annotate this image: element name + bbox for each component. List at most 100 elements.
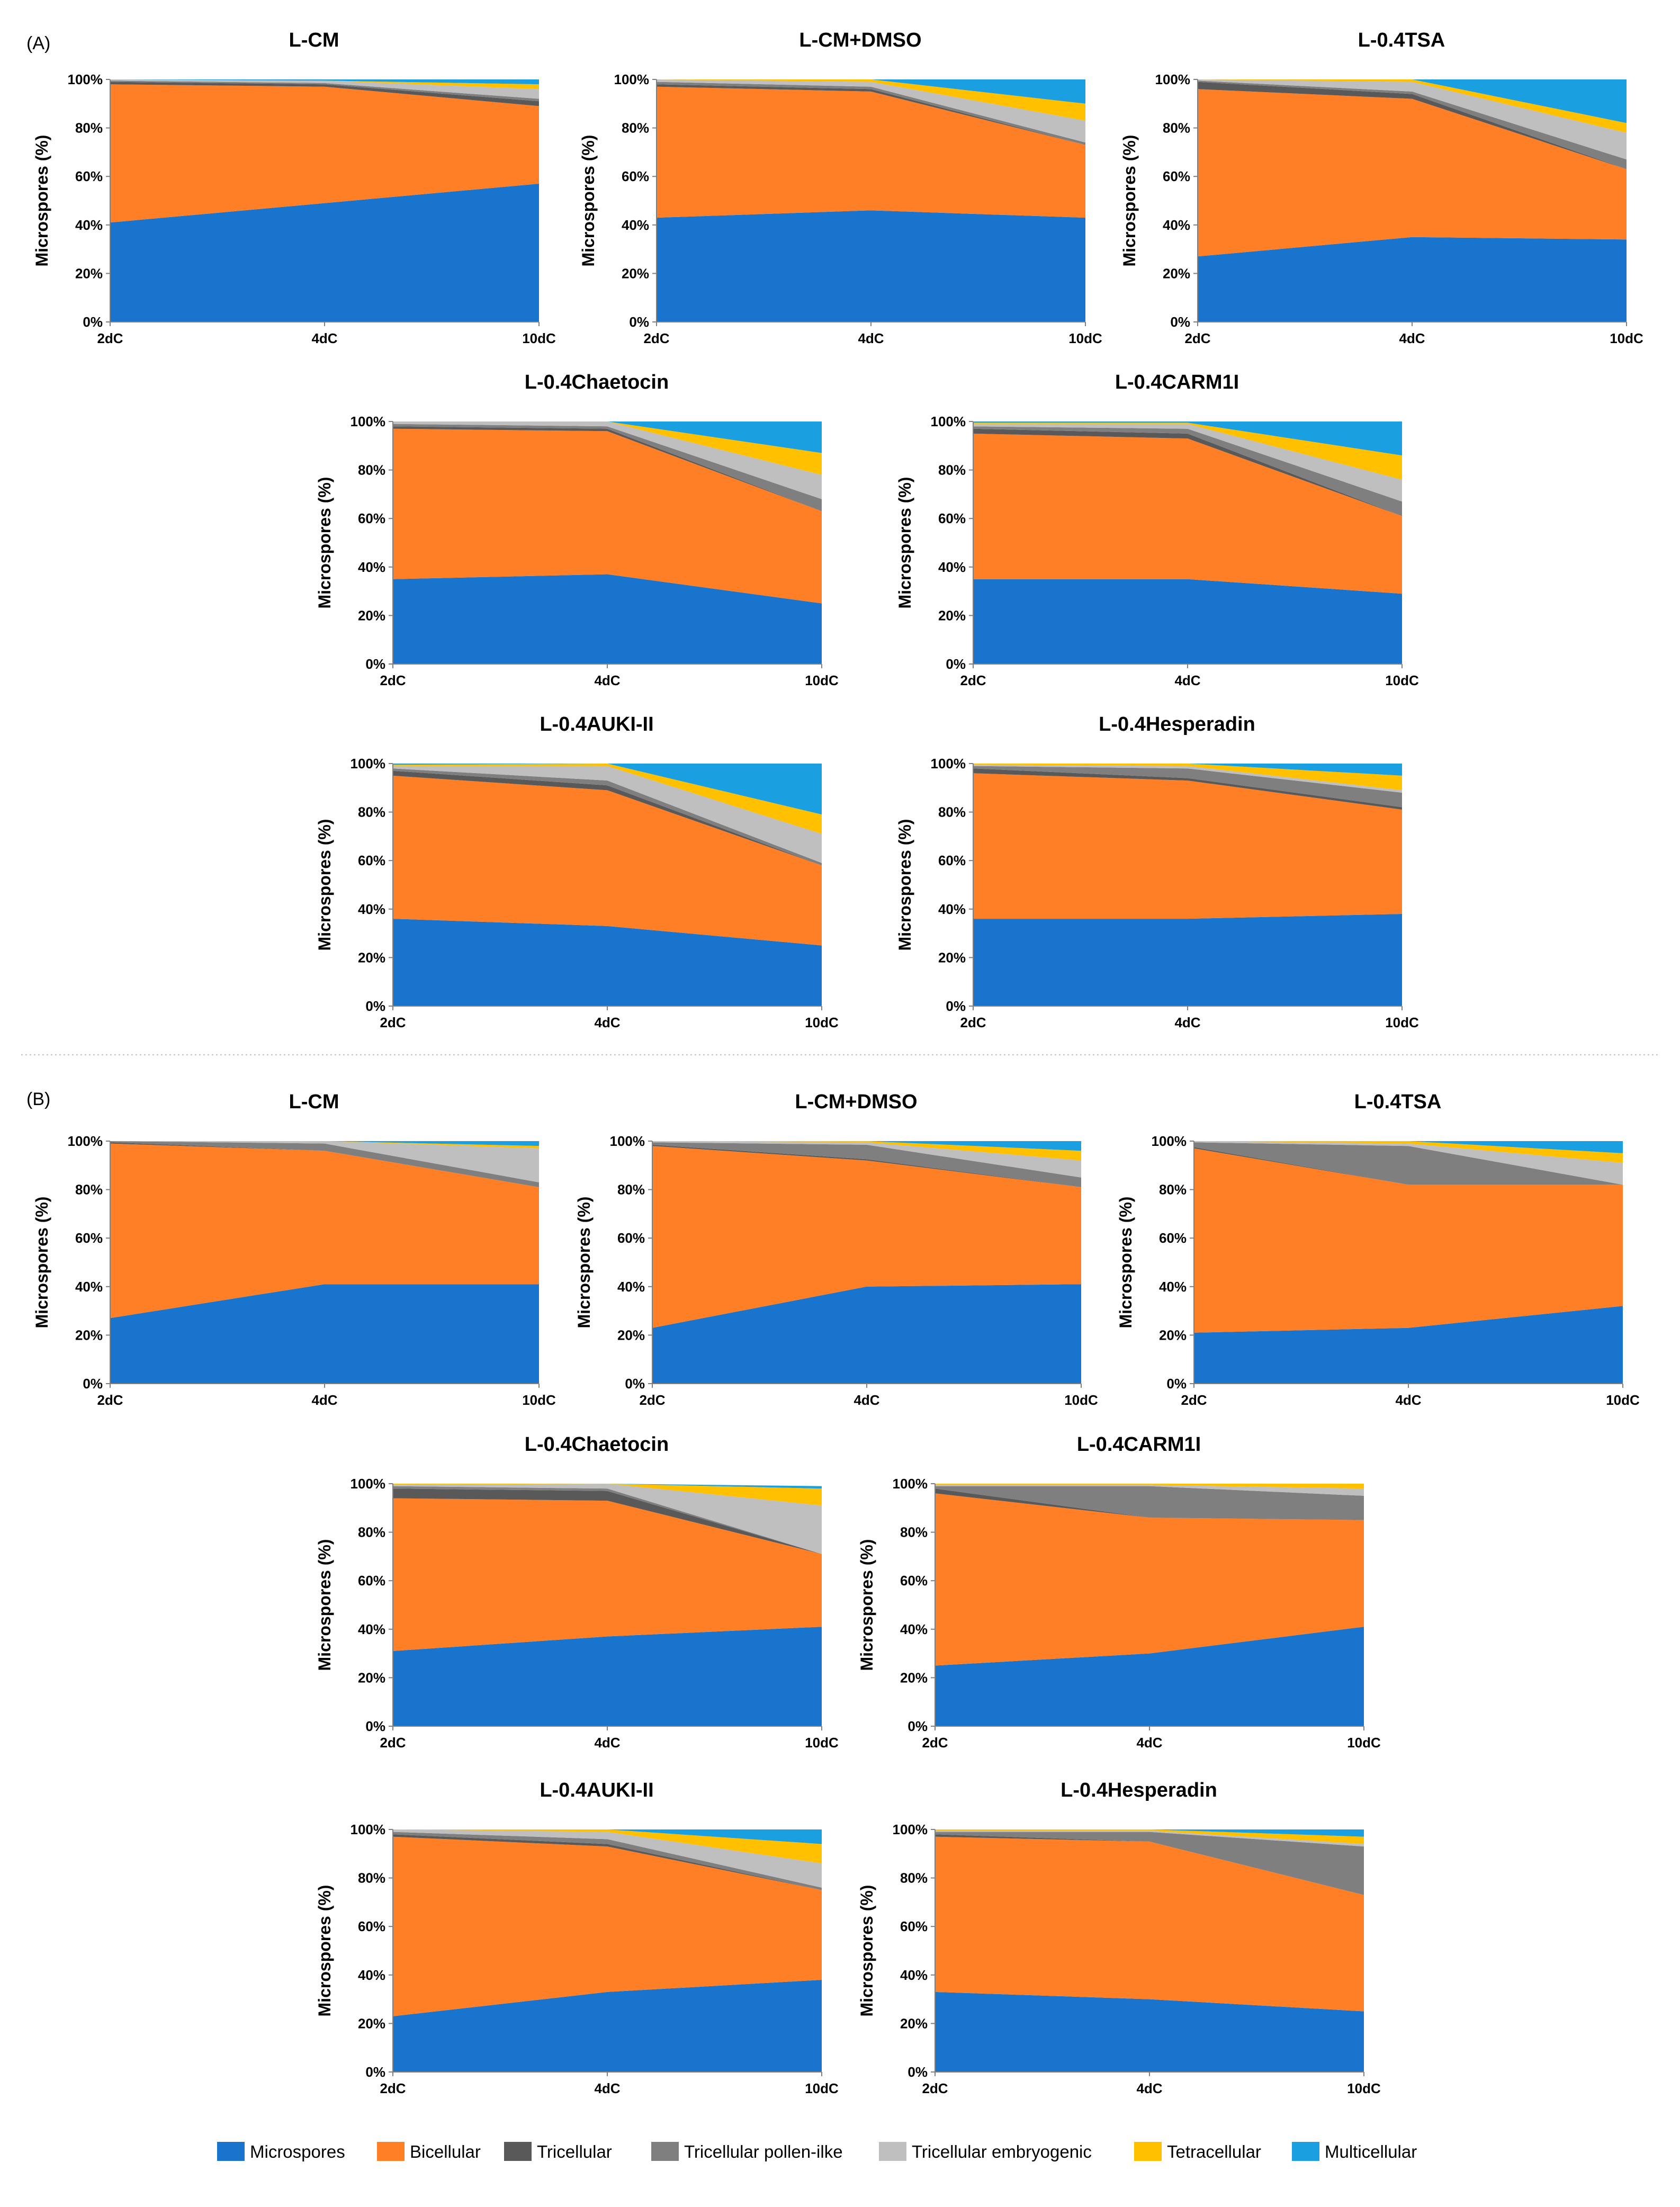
y-tick-label: 40% xyxy=(938,559,966,575)
area-tricellular xyxy=(1198,82,1627,169)
chart-b-l-cm-dmso: 0% 20% 40% 60% 80% 100% 2dC 4dC 10dC L-CM+DMSO Mic… xyxy=(574,1091,1098,1408)
legend-swatch xyxy=(1134,2142,1162,2161)
area-tetracellular xyxy=(393,764,822,834)
area-bicellular xyxy=(110,84,539,223)
y-tick-label: 0% xyxy=(365,2064,385,2080)
chart-b-l-0-4auki-ii: 0% 20% 40% 60% 80% 100% 2dC 4dC 10dC L-0.4AUKI-II… xyxy=(315,1779,839,2096)
area-tetracellular xyxy=(973,764,1402,791)
area-tetracellular xyxy=(110,1141,539,1149)
y-tick-label: 40% xyxy=(900,1621,928,1637)
legend-swatch xyxy=(504,2142,532,2161)
y-tick-label: 60% xyxy=(1163,168,1190,184)
chart-title: L-0.4Chaetocin xyxy=(525,371,669,393)
x-tick-label: 2dC xyxy=(960,1015,986,1030)
area-tricellular-embryogenic xyxy=(1194,1141,1623,1185)
x-tick-label: 4dC xyxy=(594,672,620,688)
y-tick-label: 80% xyxy=(75,1182,103,1198)
x-tick-label: 2dC xyxy=(922,2080,948,2096)
y-tick-label: 20% xyxy=(900,1670,928,1685)
y-tick-label: 60% xyxy=(358,1573,385,1589)
area-microspores xyxy=(110,1284,539,1384)
chart-a-l-0-4tsa: 0% 20% 40% 60% 80% 100% 2dC 4dC 10dC L-0.4TSA Micr… xyxy=(1120,29,1643,346)
y-tick-label: 20% xyxy=(1163,265,1190,281)
legend-swatch xyxy=(377,2142,405,2161)
area-tricellular xyxy=(393,1488,822,1554)
area-tricellular-embryogenic xyxy=(393,1829,822,1888)
legend-item-microspores: Microspores xyxy=(217,2142,345,2161)
chart-title: L-CM+DMSO xyxy=(799,29,921,51)
y-axis-label: Microspores (%) xyxy=(1120,135,1139,267)
y-tick-label: 40% xyxy=(75,217,103,233)
y-tick-label: 100% xyxy=(68,1133,103,1149)
area-tetracellular xyxy=(393,1829,822,1864)
y-tick-label: 100% xyxy=(893,1822,928,1837)
y-tick-label: 40% xyxy=(900,1967,928,1983)
x-tick-label: 4dC xyxy=(1399,330,1425,346)
y-tick-label: 80% xyxy=(900,1870,928,1886)
chart-title: L-0.4Hesperadin xyxy=(1099,713,1255,735)
area-tricellular-embryogenic xyxy=(935,1485,1364,1496)
y-tick-label: 0% xyxy=(365,656,385,672)
area-tricellular-embryogenic xyxy=(393,421,822,499)
area-microspores xyxy=(935,1991,1364,2072)
y-tick-label: 80% xyxy=(75,120,103,136)
area-tetracellular xyxy=(393,1484,822,1506)
y-tick-label: 60% xyxy=(358,853,385,868)
chart-title: L-CM xyxy=(289,1091,339,1113)
area-tricellular-pollen-ilke xyxy=(935,1832,1364,1895)
x-tick-label: 4dC xyxy=(1136,2080,1162,2096)
chart-b-l-0-4hesperadin: 0% 20% 40% 60% 80% 100% 2dC 4dC 10dC L-0.4Hespera… xyxy=(857,1779,1381,2096)
area-microspores xyxy=(935,1627,1364,1726)
y-tick-label: 40% xyxy=(358,901,385,917)
area-bicellular xyxy=(973,773,1402,919)
x-tick-label: 2dC xyxy=(1184,330,1210,346)
area-bicellular xyxy=(110,1143,539,1318)
area-microspores xyxy=(393,919,822,1006)
y-tick-label: 0% xyxy=(83,1376,103,1392)
chart-title: L-0.4CARM1I xyxy=(1077,1433,1201,1456)
y-axis-label: Microspores (%) xyxy=(895,819,914,951)
area-microspores xyxy=(110,183,539,322)
area-bicellular xyxy=(935,1493,1364,1666)
section-label-b: (B) xyxy=(26,1089,50,1109)
area-bicellular xyxy=(973,433,1402,594)
y-tick-label: 80% xyxy=(938,462,966,478)
y-tick-label: 60% xyxy=(358,1918,385,1934)
y-tick-label: 100% xyxy=(931,414,966,429)
y-tick-label: 100% xyxy=(610,1133,645,1149)
area-tetracellular xyxy=(935,1829,1364,1844)
area-tricellular xyxy=(973,768,1402,810)
area-bicellular xyxy=(393,428,822,604)
area-microspores xyxy=(973,579,1402,664)
area-multicellular xyxy=(1198,79,1627,123)
y-tick-label: 60% xyxy=(900,1573,928,1589)
area-tricellular-pollen-ilke xyxy=(935,1486,1364,1520)
x-tick-label: 10dC xyxy=(1347,2080,1381,2096)
x-tick-label: 10dC xyxy=(805,1015,839,1030)
chart-a-l-0-4chaetocin: 0% 20% 40% 60% 80% 100% 2dC 4dC 10dC L-0.4Chaetoc… xyxy=(315,371,839,688)
y-tick-label: 80% xyxy=(358,462,385,478)
y-tick-label: 80% xyxy=(938,804,966,820)
y-axis-label: Microspores (%) xyxy=(857,1539,876,1671)
x-tick-label: 4dC xyxy=(858,330,884,346)
y-tick-label: 20% xyxy=(358,949,385,965)
y-tick-label: 60% xyxy=(75,1230,103,1246)
y-tick-label: 60% xyxy=(938,853,966,868)
y-tick-label: 20% xyxy=(938,949,966,965)
y-tick-label: 20% xyxy=(900,2015,928,2031)
chart-a-l-cm-dmso: 0% 20% 40% 60% 80% 100% 2dC 4dC 10dC L-CM+DMSO Mic… xyxy=(579,29,1102,346)
area-tricellular-embryogenic xyxy=(973,424,1402,502)
area-tricellular-embryogenic xyxy=(657,79,1085,143)
area-tricellular-pollen-ilke xyxy=(1194,1142,1623,1185)
area-multicellular xyxy=(652,1141,1081,1151)
y-tick-label: 100% xyxy=(351,414,386,429)
area-multicellular xyxy=(393,1484,822,1489)
y-tick-label: 100% xyxy=(1152,1133,1187,1149)
y-tick-label: 40% xyxy=(1159,1279,1187,1295)
y-tick-label: 20% xyxy=(938,607,966,623)
area-tricellular-embryogenic xyxy=(1198,79,1627,160)
x-tick-label: 2dC xyxy=(960,672,986,688)
y-tick-label: 60% xyxy=(75,168,103,184)
legend: Microspores Bicellular Tricellular Tricellu… xyxy=(217,2142,1417,2161)
